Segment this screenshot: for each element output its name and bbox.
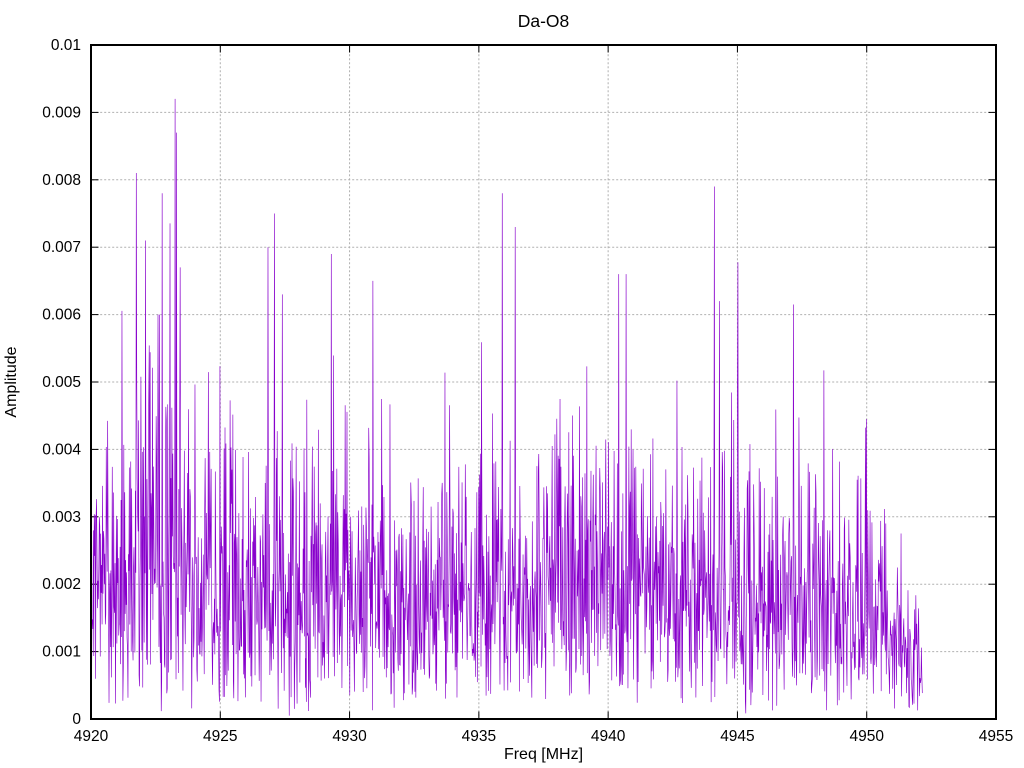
svg-text:0.008: 0.008 <box>42 172 81 189</box>
svg-text:Amplitude: Amplitude <box>3 346 20 417</box>
svg-text:Da-O8: Da-O8 <box>518 11 570 31</box>
svg-text:4950: 4950 <box>849 728 884 745</box>
svg-text:4945: 4945 <box>720 728 754 745</box>
svg-text:0.006: 0.006 <box>42 307 81 324</box>
svg-text:0.001: 0.001 <box>42 644 81 661</box>
svg-text:0: 0 <box>72 711 81 728</box>
svg-text:Freq [MHz]: Freq [MHz] <box>504 746 583 763</box>
svg-text:4925: 4925 <box>203 728 237 745</box>
svg-text:0.005: 0.005 <box>42 374 81 391</box>
svg-text:0.007: 0.007 <box>42 239 81 256</box>
svg-text:0.002: 0.002 <box>42 576 81 593</box>
svg-text:0.01: 0.01 <box>51 37 81 54</box>
svg-text:4930: 4930 <box>332 728 367 745</box>
svg-text:4940: 4940 <box>591 728 626 745</box>
svg-text:0.004: 0.004 <box>42 441 81 458</box>
svg-text:0.009: 0.009 <box>42 104 81 121</box>
svg-text:0.003: 0.003 <box>42 509 81 526</box>
svg-text:4955: 4955 <box>979 728 1013 745</box>
svg-text:4920: 4920 <box>74 728 109 745</box>
svg-text:4935: 4935 <box>462 728 496 745</box>
